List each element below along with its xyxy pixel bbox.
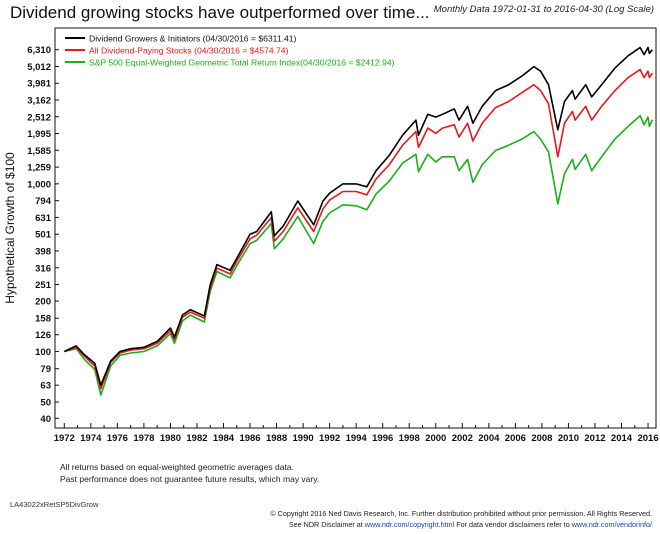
y-tick-label: 79	[40, 364, 51, 375]
x-tick-label: 1982	[186, 433, 207, 444]
x-tick-label: 1996	[372, 433, 393, 444]
series-line-2	[64, 68, 654, 390]
y-tick-label: 631	[35, 213, 52, 224]
x-tick-label: 2004	[478, 433, 500, 444]
chart-title: Dividend growing stocks have outperforme…	[10, 3, 430, 22]
plot-frame	[54, 27, 657, 429]
x-tick-label: 2016	[637, 433, 658, 444]
copyright-notice: © Copyright 2016 Ned Davis Research, Inc…	[270, 509, 652, 518]
x-tick-label: 2006	[505, 433, 526, 444]
footnote-performance: Past performance does not guarantee futu…	[60, 474, 320, 484]
x-tick-label: 1988	[266, 433, 287, 444]
y-tick-label: 794	[35, 196, 52, 207]
y-tick-label: 158	[35, 314, 51, 325]
x-tick-label: 1984	[213, 433, 235, 444]
x-tick-label: 2010	[558, 433, 579, 444]
y-tick-label: 1,995	[27, 129, 51, 140]
y-tick-label: 398	[35, 246, 51, 257]
x-tick-label: 1990	[293, 433, 314, 444]
x-tick-label: 2002	[452, 433, 473, 444]
series-line-3	[64, 114, 654, 396]
x-tick-label: 1978	[133, 433, 154, 444]
x-tick-label: 1972	[54, 433, 75, 444]
y-tick-label: 1,585	[27, 146, 51, 157]
x-tick-label: 1994	[346, 433, 368, 444]
disclaimer-link[interactable]: www.ndr.com/copyright.html	[364, 520, 455, 529]
series-line-1	[63, 46, 654, 386]
x-tick-label: 2000	[425, 433, 446, 444]
y-tick-label: 126	[35, 330, 51, 341]
y-tick-label: 3,162	[27, 96, 51, 107]
x-tick-label: 1974	[80, 433, 102, 444]
y-tick-label: 63	[40, 381, 51, 392]
y-tick-label: 50	[40, 398, 51, 409]
y-tick-label: 5,012	[27, 62, 51, 73]
x-tick-label: 2014	[611, 433, 633, 444]
legend-label-3: S&P 500 Equal-Weighted Geometric Total R…	[89, 58, 395, 68]
y-tick-label: 100	[35, 347, 51, 358]
y-axis-label: Hypothetical Growth of $100	[3, 152, 17, 304]
x-tick-label: 1986	[239, 433, 260, 444]
y-tick-label: 1,000	[27, 179, 51, 190]
chart-subtitle: Monthly Data 1972-01-31 to 2016-04-30 (L…	[433, 4, 654, 15]
y-tick-label: 501	[35, 230, 52, 241]
legend-label-2: All Dividend-Paying Stocks (04/30/2016 =…	[89, 46, 289, 56]
y-tick-label: 40	[40, 414, 51, 425]
y-tick-label: 251	[35, 280, 52, 291]
vendor-link[interactable]: www.ndr.com/vendorinfo/	[571, 520, 652, 529]
disclaimer-line: See NDR Disclaimer at www.ndr.com/copyri…	[289, 520, 652, 529]
y-tick-label: 200	[35, 297, 51, 308]
y-tick-label: 316	[35, 263, 51, 274]
y-tick-label: 6,310	[27, 45, 51, 56]
y-tick-label: 3,981	[27, 79, 51, 90]
vendor-prefix: For data vendor disclaimers refer to	[454, 520, 572, 529]
y-tick-label: 1,259	[27, 163, 51, 174]
x-tick-label: 2012	[584, 433, 605, 444]
x-tick-label: 1992	[319, 433, 340, 444]
y-tick-label: 2,512	[27, 112, 51, 123]
footnote-returns: All returns based on equal-weighted geom…	[60, 462, 294, 472]
chart-code: LA43022xRetSP5DivGrow	[10, 500, 99, 509]
legend-label-1: Dividend Growers & Initiators (04/30/201…	[89, 34, 297, 44]
x-tick-label: 1976	[107, 433, 128, 444]
x-tick-label: 1980	[160, 433, 181, 444]
x-tick-label: 2008	[531, 433, 552, 444]
x-tick-label: 1998	[399, 433, 420, 444]
disclaimer-prefix: See NDR Disclaimer at	[288, 520, 365, 529]
